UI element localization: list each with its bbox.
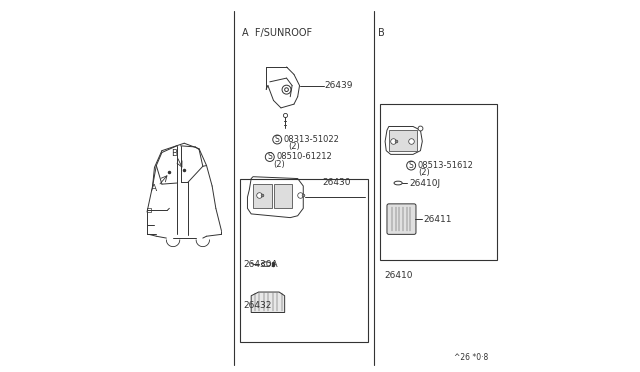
Text: ^26 *0·8: ^26 *0·8 xyxy=(454,353,488,362)
Text: (2): (2) xyxy=(273,160,285,169)
Bar xyxy=(273,184,292,208)
Text: 08513-51612: 08513-51612 xyxy=(417,161,474,170)
Text: (2): (2) xyxy=(419,169,430,177)
Ellipse shape xyxy=(261,262,271,266)
Text: 26432: 26432 xyxy=(244,301,272,310)
Text: (2): (2) xyxy=(289,142,300,151)
Text: 26410J: 26410J xyxy=(410,179,440,187)
Text: 08313-51022: 08313-51022 xyxy=(284,135,339,144)
FancyBboxPatch shape xyxy=(387,204,416,234)
Text: 26430A: 26430A xyxy=(244,260,278,269)
Ellipse shape xyxy=(394,181,402,185)
Bar xyxy=(240,179,369,342)
Text: 26439: 26439 xyxy=(324,81,353,90)
Text: B: B xyxy=(171,149,177,158)
Bar xyxy=(253,184,271,208)
Text: S: S xyxy=(409,161,413,170)
Text: A: A xyxy=(152,184,157,193)
Text: 26411: 26411 xyxy=(424,215,452,224)
Bar xyxy=(389,130,417,151)
Polygon shape xyxy=(251,292,285,312)
Text: S: S xyxy=(268,153,272,161)
Bar xyxy=(380,104,497,260)
Text: B: B xyxy=(378,29,385,38)
Text: 08510-61212: 08510-61212 xyxy=(276,153,332,161)
Text: A  F/SUNROOF: A F/SUNROOF xyxy=(242,29,312,38)
Text: 26430: 26430 xyxy=(322,178,350,187)
Bar xyxy=(147,208,152,212)
Text: S: S xyxy=(275,135,280,144)
Text: 26410: 26410 xyxy=(384,271,412,280)
